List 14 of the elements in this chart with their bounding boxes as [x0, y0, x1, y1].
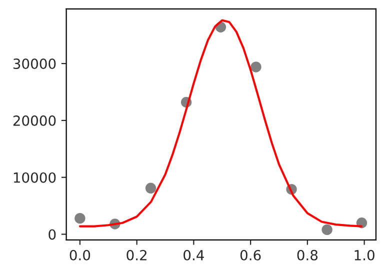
x-tick-label: 0.0: [70, 250, 90, 260]
y-tick-label: 0: [48, 229, 56, 240]
x-tick-label: 0.6: [240, 250, 261, 260]
x-tick-label: 1.0: [354, 250, 374, 260]
point: [250, 62, 262, 72]
y-tick-label: 30000: [13, 58, 56, 70]
point: [145, 182, 156, 194]
y-tick-label: 10000: [14, 172, 56, 183]
point: [322, 224, 332, 236]
point: [74, 212, 86, 224]
x-tick-label: 0.4: [184, 250, 204, 260]
y-tick-label: 20000: [13, 115, 56, 126]
x-tick-label: 0.2: [126, 250, 146, 260]
x-tick-label: 0.8: [297, 250, 318, 260]
